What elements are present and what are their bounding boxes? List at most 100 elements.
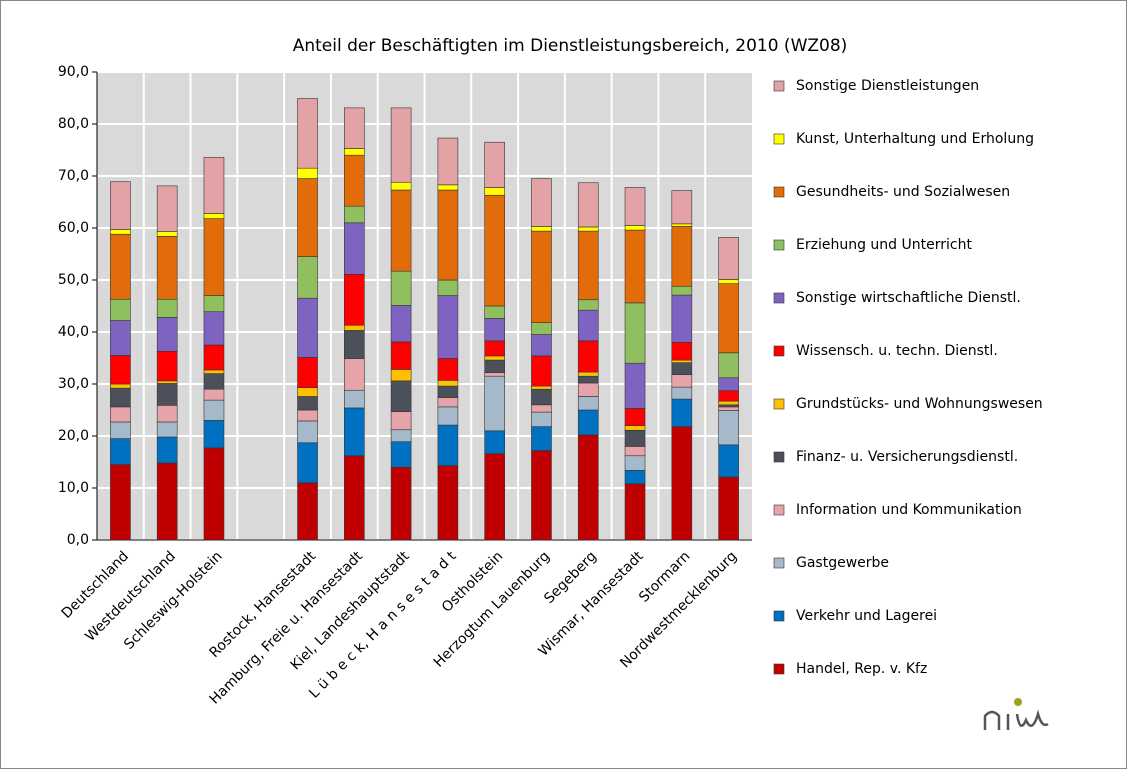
bar-segment xyxy=(156,462,178,541)
bar-segment xyxy=(484,187,505,196)
bar-segment xyxy=(624,362,646,409)
bar-segment xyxy=(203,369,225,374)
bar-segment xyxy=(203,218,225,296)
bar-segment xyxy=(297,420,318,444)
bar-segment xyxy=(624,429,646,447)
bar-segment xyxy=(718,404,739,408)
bar-segment xyxy=(390,441,412,468)
bar-segment xyxy=(344,222,365,275)
bar-segment xyxy=(344,358,365,391)
bar-segment xyxy=(390,341,412,370)
bar-segment xyxy=(344,407,365,457)
bar-segment xyxy=(344,107,365,149)
bar-segment xyxy=(484,372,505,377)
bar-segment xyxy=(484,318,505,342)
bar-segment xyxy=(718,444,739,478)
legend-label: Verkehr und Lagerei xyxy=(796,608,937,624)
bar-segment xyxy=(577,371,599,377)
bar-segment xyxy=(718,400,739,406)
legend-swatch xyxy=(773,610,785,622)
bar-segment xyxy=(110,387,131,408)
legend-label: Sonstige wirtschaftliche Dienstl. xyxy=(796,290,1021,306)
bar-segment xyxy=(156,405,178,423)
bar-segment xyxy=(344,273,365,326)
bar-segment xyxy=(156,436,178,464)
bar-segment xyxy=(624,470,646,485)
bar-segment xyxy=(203,420,225,449)
bar-segment xyxy=(577,299,599,311)
bar-segment xyxy=(110,233,131,300)
bar-segment xyxy=(531,178,552,227)
bar-segment xyxy=(297,409,318,422)
bar-segment xyxy=(437,465,459,541)
bar-segment xyxy=(484,359,505,373)
bar-segment xyxy=(203,373,225,390)
bar-segment xyxy=(390,380,412,412)
legend-swatch xyxy=(773,133,785,145)
bar-segment xyxy=(437,397,459,408)
bar-segment xyxy=(718,283,739,354)
bar-segment xyxy=(718,352,739,379)
bar-segment xyxy=(577,309,599,342)
bar-segment xyxy=(624,455,646,471)
legend-swatch xyxy=(773,80,785,92)
bar-segment xyxy=(297,387,318,397)
bar-segment xyxy=(203,295,225,313)
legend-label: Finanz- u. Versicherungsdienstl. xyxy=(796,449,1018,465)
bar-segment xyxy=(577,434,599,541)
legend-label: Gastgewerbe xyxy=(796,555,889,571)
bar-segment xyxy=(484,355,505,361)
bar-segment xyxy=(671,386,693,400)
bar-segment xyxy=(297,167,318,179)
bar-segment xyxy=(390,305,412,343)
bar-segment xyxy=(624,446,646,457)
bar-segment xyxy=(390,107,412,183)
bar-segment xyxy=(484,430,505,454)
bar-segment xyxy=(718,279,739,284)
bar-segment xyxy=(718,410,739,446)
bar-segment xyxy=(671,398,693,427)
bar-segment xyxy=(531,404,552,413)
logo xyxy=(983,698,1049,730)
legend-swatch xyxy=(773,345,785,357)
bar-segment xyxy=(110,320,131,356)
bar-segment xyxy=(718,377,739,392)
legend-swatch xyxy=(773,504,785,516)
bar-segment xyxy=(718,476,739,541)
legend-label: Grundstücks- und Wohnungswesen xyxy=(796,396,1043,412)
bar-segment xyxy=(671,426,693,541)
bar-segment xyxy=(344,324,365,331)
bar-segment xyxy=(390,270,412,306)
bar-segment xyxy=(577,396,599,411)
bar-segment xyxy=(484,453,505,541)
bar-segment xyxy=(390,369,412,382)
legend-label: Wissensch. u. techn. Dienstl. xyxy=(796,343,998,359)
bar-segment xyxy=(624,225,646,231)
y-tick-label: 80,0 xyxy=(58,116,89,132)
bar-segment xyxy=(718,237,739,280)
bar-segment xyxy=(484,375,505,432)
bar-segment xyxy=(390,189,412,272)
bar-segment xyxy=(577,230,599,301)
bar-segment xyxy=(110,229,131,235)
bar-segment xyxy=(718,406,739,411)
bar-segment xyxy=(671,359,693,363)
y-tick-label: 20,0 xyxy=(58,428,89,444)
bar-segment xyxy=(437,385,459,398)
bar-segment xyxy=(344,389,365,409)
bar-segment xyxy=(156,383,178,406)
bar-segment xyxy=(203,213,225,219)
bar-segment xyxy=(437,358,459,381)
y-tick-label: 10,0 xyxy=(58,480,89,496)
bar-segment xyxy=(531,426,552,451)
bar-segment xyxy=(297,357,318,388)
bar-segment xyxy=(437,406,459,426)
bar-segment xyxy=(484,194,505,307)
bar-segment xyxy=(531,230,552,323)
bar-segment xyxy=(531,355,552,387)
legend-swatch xyxy=(773,663,785,675)
bar-segment xyxy=(577,375,599,384)
legend-swatch xyxy=(773,186,785,198)
bar-segment xyxy=(344,205,365,224)
